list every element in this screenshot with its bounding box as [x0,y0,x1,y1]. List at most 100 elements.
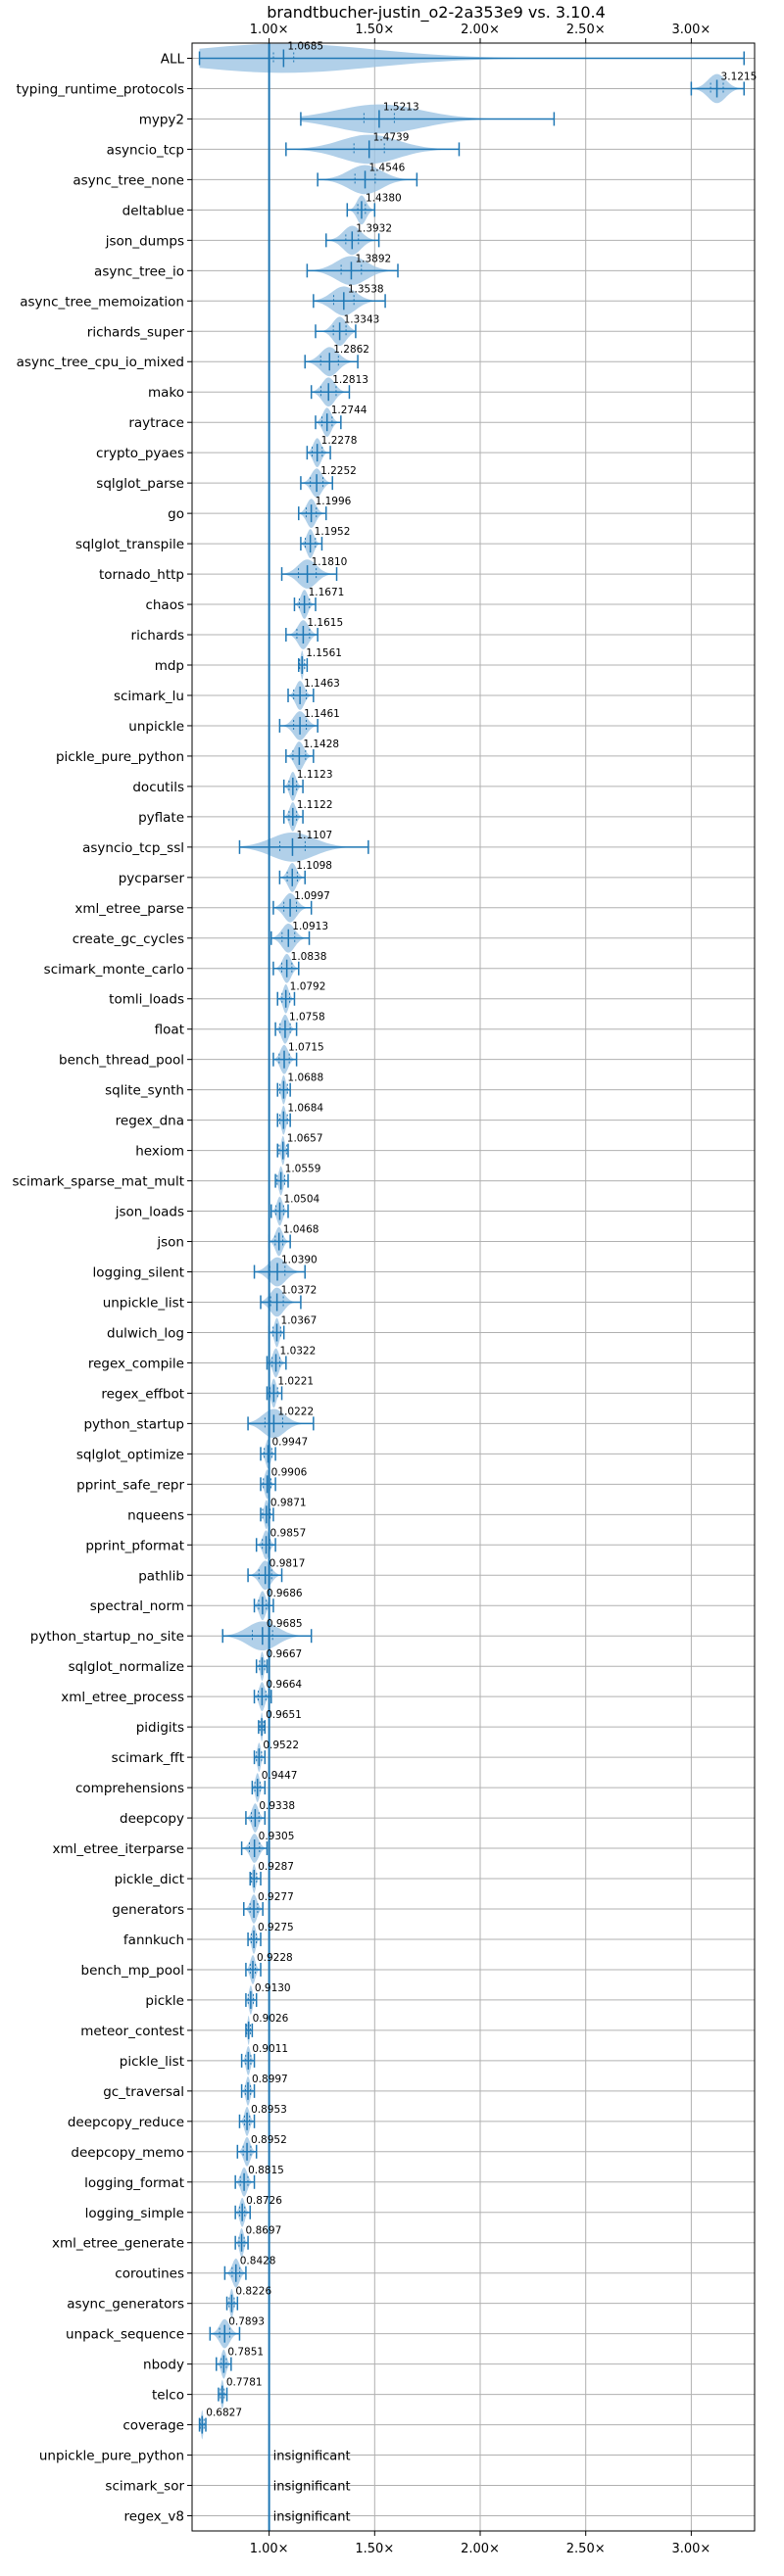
value-label: 1.0367 [281,1314,318,1326]
x-tick-label-bottom: 1.50× [355,2542,394,2556]
insignificant-label: insignificant [273,2510,351,2525]
category-label: unpack_sequence [66,2327,184,2343]
value-label: 0.9686 [267,1588,303,1599]
value-label: 1.1098 [296,860,332,872]
category-label: pyflate [138,810,184,826]
category-label: float [155,1023,184,1038]
value-label: 0.7781 [226,2377,263,2389]
value-label: 1.1123 [297,769,333,781]
value-label: 0.8226 [235,2286,271,2298]
category-label: richards [131,628,184,644]
value-label: 1.1122 [297,799,333,811]
value-label: 0.8697 [246,2225,282,2237]
value-label: 1.0322 [280,1345,317,1357]
category-label: scimark_sor [105,2479,184,2495]
value-label: 1.1463 [304,678,340,690]
category-label: meteor_contest [80,2024,184,2039]
value-label: 0.7893 [228,2316,265,2328]
category-label: scimark_fft [112,1750,184,1766]
value-label: 1.3538 [348,283,384,295]
category-label: gc_traversal [103,2084,184,2100]
value-label: 1.0997 [294,890,330,902]
category-label: deepcopy [120,1811,184,1827]
value-label: 1.2862 [333,344,369,356]
category-label: pickle_dict [115,1872,184,1887]
x-tick-label-top: 2.50× [566,23,606,37]
category-label: deepcopy_memo [71,2145,184,2161]
value-label: 0.9817 [270,1557,306,1569]
category-label: regex_effbot [101,1386,184,1402]
category-label: logging_simple [85,2206,184,2221]
category-label: xml_etree_process [61,1690,184,1705]
value-label: 1.2813 [332,374,368,386]
value-label: 0.9228 [257,1952,293,1964]
x-tick-label-top: 2.00× [461,23,500,37]
value-label: 1.1461 [304,708,340,720]
category-label: docutils [132,780,184,795]
value-label: 1.1952 [315,526,351,538]
value-label: 0.9871 [270,1497,307,1508]
insignificant-label: insignificant [273,2480,351,2495]
category-label: async_generators [67,2297,184,2313]
category-label: xml_etree_generate [52,2236,184,2252]
value-label: 1.0688 [287,1073,323,1084]
category-label: coverage [122,2418,184,2434]
category-label: deltablue [122,203,184,218]
value-label: 1.0715 [288,1042,324,1054]
value-label: 1.1561 [306,647,342,659]
value-label: 1.0685 [287,40,323,52]
value-label: 1.1810 [312,556,348,568]
category-label: python_startup [83,1416,184,1432]
category-label: chaos [145,597,184,613]
category-label: regex_compile [88,1356,184,1371]
labels: 1.0685 3.1215 1.5213 1.4739 1.4546 1.4380 1.39… [206,40,757,2524]
value-label: 0.9522 [263,1740,299,1751]
category-label: richards_super [87,324,185,340]
value-label: 0.8428 [240,2256,276,2267]
category-label: create_gc_cycles [73,931,184,947]
grid-lines [192,43,755,2531]
value-label: 1.2252 [320,465,357,477]
value-label: 0.9664 [266,1679,302,1691]
category-label: typing_runtime_protocols [17,81,185,97]
category-label: go [168,506,184,522]
category-label: logging_format [84,2175,184,2191]
value-label: 0.9011 [252,2043,288,2055]
value-label: 1.0657 [287,1133,323,1145]
value-label: 1.3892 [355,253,391,264]
value-label: 0.9651 [266,1709,302,1721]
value-label: 1.4546 [369,162,406,173]
category-label: bench_thread_pool [59,1053,184,1069]
value-label: 1.5213 [383,101,419,113]
category-label: dulwich_log [107,1325,184,1341]
category-label: sqlglot_transpile [75,537,184,552]
x-tick-label-bottom: 2.00× [461,2542,500,2556]
x-tick-label-bottom: 3.00× [671,2542,710,2556]
category-label: pickle_list [120,2054,184,2070]
value-label: 1.0684 [287,1103,323,1115]
category-label: json_loads [115,1205,184,1220]
value-label: 3.1215 [721,71,758,82]
value-label: 1.1996 [316,496,352,507]
category-label: sqlglot_optimize [76,1447,184,1462]
category-label: xml_etree_iterparse [53,1841,185,1857]
category-label: logging_silent [93,1265,184,1281]
value-label: 1.0390 [281,1255,318,1266]
value-label: 1.0222 [277,1406,314,1417]
value-label: 1.0913 [292,921,328,932]
value-label: 1.1615 [307,617,343,629]
value-label: 0.6827 [206,2408,242,2419]
value-label: 1.0468 [283,1224,319,1236]
category-label: asyncio_tcp [107,142,184,158]
category-label: coroutines [115,2266,184,2282]
category-label: unpickle_pure_python [39,2449,184,2464]
category-label: regex_v8 [123,2509,184,2525]
x-tick-label-bottom: 1.00× [250,2542,289,2556]
category-label: crypto_pyaes [96,446,184,461]
category-label: pickle [145,1993,184,2009]
category-label: pprint_pformat [85,1538,184,1553]
value-label: 1.1671 [309,587,345,598]
category-label: pidigits [136,1720,184,1736]
category-label: async_tree_cpu_io_mixed [17,355,184,370]
category-label: json_dumps [105,233,184,249]
